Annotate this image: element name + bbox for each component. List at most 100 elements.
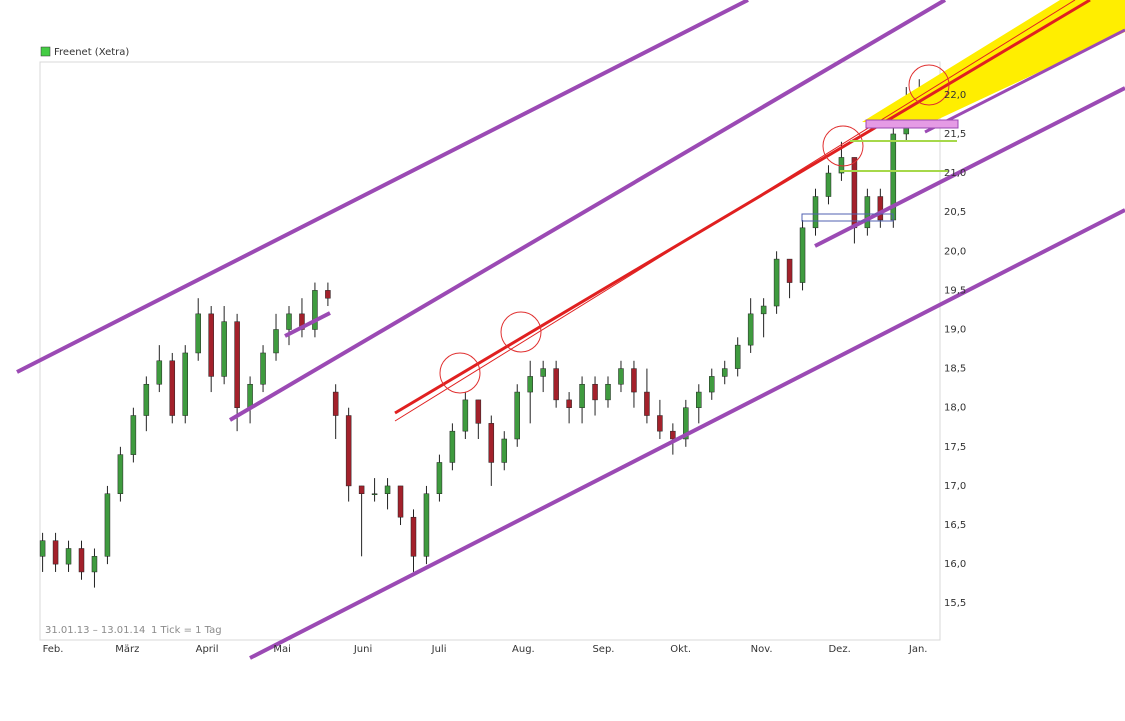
y-tick-label: 22,0 bbox=[944, 90, 966, 101]
candle-body bbox=[475, 399, 482, 424]
candle-body bbox=[734, 344, 741, 369]
candle-body bbox=[631, 368, 637, 393]
x-tick-label: März bbox=[115, 644, 139, 655]
y-tick-label: 19,0 bbox=[944, 324, 966, 335]
y-tick-label: 21,0 bbox=[944, 168, 966, 179]
candle-body bbox=[130, 415, 137, 455]
candle-body bbox=[234, 321, 240, 408]
candle-body bbox=[423, 493, 430, 557]
candle-body bbox=[332, 391, 339, 416]
candle-body bbox=[273, 329, 279, 354]
tick-note: 1 Tick = 1 Tag bbox=[151, 625, 222, 636]
candle-body bbox=[566, 399, 572, 408]
candle-body bbox=[618, 368, 624, 385]
highlight-circle bbox=[500, 311, 542, 353]
y-tick-label: 17,0 bbox=[944, 481, 966, 492]
candle-body bbox=[488, 423, 495, 463]
candle-body bbox=[670, 430, 676, 440]
candle-body bbox=[52, 540, 59, 565]
y-tick-label: 15,5 bbox=[944, 598, 966, 609]
candle-body bbox=[462, 399, 469, 432]
candle-body bbox=[286, 313, 292, 330]
trend-channel bbox=[16, 0, 749, 374]
candle-body bbox=[247, 383, 253, 408]
candle-body bbox=[760, 305, 767, 315]
x-tick-label: Sep. bbox=[592, 644, 614, 655]
y-tick-label: 19,5 bbox=[944, 285, 966, 296]
candle-body bbox=[117, 454, 124, 494]
resistance-line-thin bbox=[394, 0, 1076, 422]
highlight-circle bbox=[439, 352, 481, 394]
x-tick-label: Mai bbox=[273, 644, 291, 655]
candle-body bbox=[605, 383, 611, 401]
x-tick-label: Jan. bbox=[908, 644, 928, 655]
candle-body bbox=[579, 383, 585, 408]
candle-body bbox=[143, 383, 150, 416]
highlight-circle bbox=[908, 64, 950, 106]
y-tick-label: 21,5 bbox=[944, 129, 966, 140]
candle-body bbox=[195, 313, 201, 354]
x-tick-label: Nov. bbox=[751, 644, 773, 655]
y-tick-label: 20,5 bbox=[944, 207, 966, 218]
annotations bbox=[16, 0, 1125, 660]
candle-body bbox=[657, 415, 663, 432]
candle-body bbox=[182, 352, 188, 416]
plot-frame bbox=[39, 61, 941, 641]
candle-body bbox=[384, 485, 391, 494]
trend-channel bbox=[228, 0, 947, 422]
candle-body bbox=[325, 290, 331, 299]
resistance-line bbox=[394, 0, 1091, 415]
candle-body bbox=[397, 485, 404, 518]
candle-body bbox=[221, 321, 227, 377]
candle-body bbox=[39, 540, 46, 557]
trend-channel bbox=[249, 208, 1125, 660]
candle-body bbox=[553, 368, 559, 401]
x-tick-label: Dez. bbox=[828, 644, 850, 655]
y-tick-label: 18,5 bbox=[944, 364, 966, 375]
candle-body bbox=[260, 352, 266, 385]
zone-box bbox=[865, 119, 959, 129]
candle-body bbox=[436, 462, 443, 494]
trend-channel bbox=[814, 86, 1125, 248]
x-tick-label: Feb. bbox=[43, 644, 64, 655]
candle-body bbox=[501, 438, 508, 463]
candle-body bbox=[683, 407, 689, 440]
candle-body bbox=[345, 415, 352, 487]
candle-body bbox=[799, 227, 806, 283]
candle-body bbox=[449, 430, 456, 463]
marks bbox=[39, 79, 935, 588]
candle-body bbox=[169, 360, 176, 416]
candle-body bbox=[78, 548, 85, 573]
y-tick-label: 20,0 bbox=[944, 246, 966, 257]
candle-body bbox=[410, 516, 417, 557]
candle-body bbox=[864, 196, 871, 229]
y-tick-label: 16,0 bbox=[944, 559, 966, 570]
candle-body bbox=[877, 196, 884, 221]
candle-body bbox=[208, 313, 214, 377]
candle-body bbox=[156, 360, 163, 385]
date-range: 31.01.13 – 13.01.14 bbox=[45, 625, 145, 636]
x-tick-label: Okt. bbox=[670, 644, 691, 655]
x-tick-label: Juni bbox=[353, 644, 372, 655]
candle-body bbox=[104, 493, 111, 557]
x-tick-label: Juli bbox=[431, 644, 447, 655]
candle-body bbox=[592, 383, 598, 401]
y-tick-label: 17,5 bbox=[944, 442, 966, 453]
candle-body bbox=[851, 157, 858, 229]
y-tick-label: 18,0 bbox=[944, 403, 966, 414]
candle-body bbox=[358, 485, 365, 494]
legend-swatch bbox=[40, 46, 51, 57]
legend-label: Freenet (Xetra) bbox=[54, 47, 129, 58]
zone-box bbox=[801, 213, 894, 222]
target-zone bbox=[862, 0, 1125, 124]
candle-body bbox=[540, 368, 546, 377]
trend-segment bbox=[924, 28, 1125, 134]
highlight-circle bbox=[822, 125, 864, 167]
candle-body bbox=[371, 493, 378, 495]
candle-body bbox=[709, 376, 715, 393]
trend-segment bbox=[284, 311, 331, 338]
x-tick-label: April bbox=[196, 644, 219, 655]
candle-body bbox=[644, 391, 650, 416]
candle-body bbox=[527, 376, 533, 393]
candle-body bbox=[812, 196, 819, 229]
